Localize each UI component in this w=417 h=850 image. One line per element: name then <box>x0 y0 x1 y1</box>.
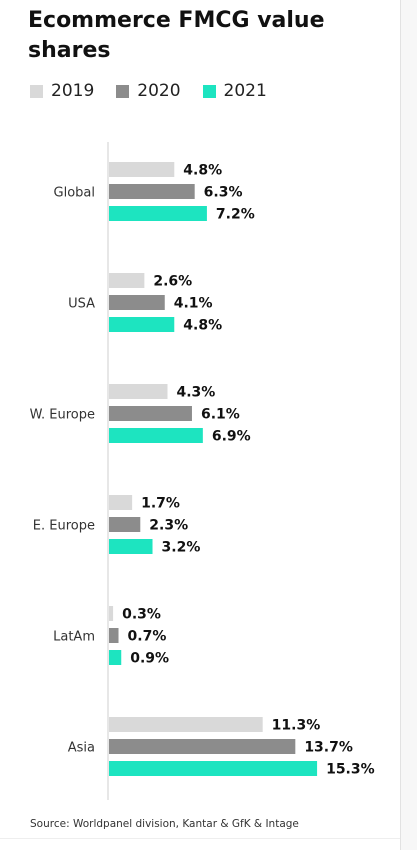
source-note: Source: Worldpanel division, Kantar & Gf… <box>30 818 299 830</box>
value-label-asia-2021: 15.3% <box>326 762 375 778</box>
bar-global-2020 <box>109 184 195 199</box>
category-label-w-europe: W. Europe <box>30 408 95 423</box>
category-label-global: Global <box>54 186 95 201</box>
bar-global-2019 <box>109 162 175 177</box>
value-label-asia-2019: 11.3% <box>272 718 321 734</box>
value-label-global-2019: 4.8% <box>183 163 222 179</box>
legend: 2019 2020 2021 <box>30 80 289 102</box>
value-label-e-europe-2021: 3.2% <box>162 540 201 556</box>
chart-title: Ecommerce FMCG value shares <box>28 8 325 63</box>
legend-swatch-2020 <box>116 84 130 98</box>
bar-latam-2020 <box>109 628 119 643</box>
bar-asia-2020 <box>109 739 296 754</box>
value-label-usa-2019: 2.6% <box>153 274 192 290</box>
bar-latam-2021 <box>109 650 122 665</box>
legend-item-2020: 2020 <box>116 81 181 101</box>
bar-e-europe-2021 <box>109 539 153 554</box>
legend-swatch-2019 <box>30 84 43 98</box>
bar-w-europe-2021 <box>109 428 203 443</box>
value-label-e-europe-2019: 1.7% <box>141 496 180 512</box>
value-label-usa-2021: 4.8% <box>183 318 222 334</box>
background-page <box>401 0 417 850</box>
bar-e-europe-2020 <box>109 517 141 532</box>
bar-usa-2021 <box>109 317 175 332</box>
legend-item-2021: 2021 <box>202 81 267 101</box>
legend-label-2020: 2020 <box>137 81 181 101</box>
value-label-w-europe-2019: 4.3% <box>176 385 215 401</box>
bar-usa-2019 <box>109 273 145 288</box>
value-label-asia-2020: 13.7% <box>304 740 353 756</box>
bar-latam-2019 <box>109 606 114 621</box>
bar-w-europe-2019 <box>109 384 168 399</box>
category-label-latam: LatAm <box>53 630 95 645</box>
bar-chart: Global 4.8% 6.3% 7.2% USA 2.6% 4.1% 4.8% W. Euro… <box>30 142 375 800</box>
value-label-w-europe-2021: 6.9% <box>212 429 251 445</box>
bar-asia-2019 <box>109 717 263 732</box>
legend-label-2021: 2021 <box>223 81 267 101</box>
value-label-w-europe-2020: 6.1% <box>201 407 240 423</box>
legend-swatch-2021 <box>202 84 216 98</box>
value-label-usa-2020: 4.1% <box>174 296 213 312</box>
category-label-asia: Asia <box>68 741 95 756</box>
legend-item-2019: 2019 <box>30 81 94 101</box>
card-bottom-divider <box>0 838 400 839</box>
value-label-global-2021: 7.2% <box>216 207 255 223</box>
category-label-e-europe: E. Europe <box>33 519 95 534</box>
bar-usa-2020 <box>109 295 165 310</box>
bar-e-europe-2019 <box>109 495 133 510</box>
category-label-usa: USA <box>68 297 95 312</box>
value-label-latam-2021: 0.9% <box>130 651 169 667</box>
value-label-global-2020: 6.3% <box>204 185 243 201</box>
bar-asia-2021 <box>109 761 318 776</box>
value-label-e-europe-2020: 2.3% <box>149 518 188 534</box>
chart-card: Ecommerce FMCG value shares 2019 2020 20… <box>0 0 401 850</box>
bar-w-europe-2020 <box>109 406 192 421</box>
value-label-latam-2019: 0.3% <box>122 607 161 623</box>
legend-label-2019: 2019 <box>51 81 95 101</box>
value-label-latam-2020: 0.7% <box>128 629 167 645</box>
bar-global-2021 <box>109 206 207 221</box>
